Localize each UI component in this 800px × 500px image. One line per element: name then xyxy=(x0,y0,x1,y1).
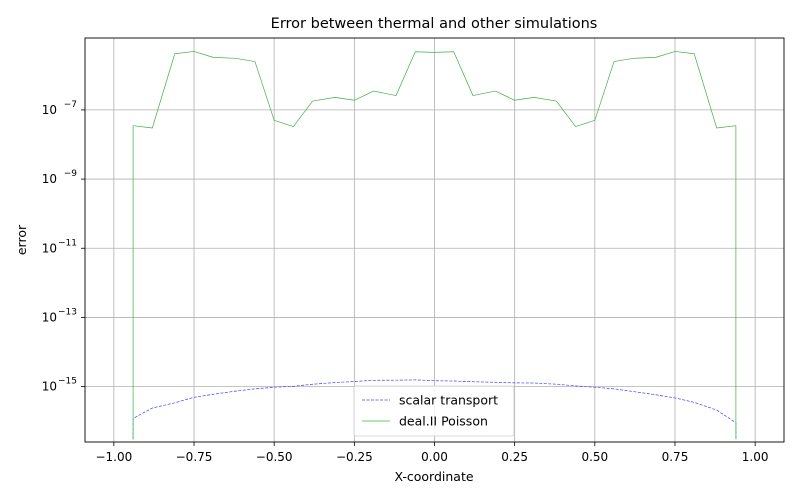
legend-box xyxy=(353,385,515,437)
y-tick-exponent: −13 xyxy=(58,307,77,317)
y-tick-exponent: −7 xyxy=(64,100,77,110)
x-tick-label: 0.25 xyxy=(501,450,528,464)
y-tick-label: 10 xyxy=(42,103,57,117)
x-tick-label: −0.25 xyxy=(336,450,373,464)
series-line-1 xyxy=(132,51,737,440)
chart-title: Error between thermal and other simulati… xyxy=(271,16,598,32)
y-tick-label: 10 xyxy=(42,172,57,186)
x-tick-label: 0.50 xyxy=(581,450,608,464)
y-tick-exponent: −11 xyxy=(58,238,77,248)
plot-area xyxy=(132,51,737,440)
x-tick-label: −0.75 xyxy=(176,450,213,464)
series-line-0 xyxy=(132,379,737,440)
x-axis: −1.00 −0.75 −0.50 −0.25 0.00 0.25 0.50 0.75 1.00 xyxy=(95,442,769,464)
y-tick-label: 10 xyxy=(42,241,57,255)
y-axis-label: error xyxy=(14,224,29,255)
legend: scalar transport deal.II Poisson xyxy=(353,385,515,437)
x-axis-label: X-coordinate xyxy=(394,469,473,484)
y-tick-exponent: −15 xyxy=(58,377,77,387)
x-tick-label: −0.50 xyxy=(256,450,293,464)
y-tick-exponent: −9 xyxy=(64,169,78,179)
series-layer xyxy=(132,51,737,440)
y-tick-label: 10 xyxy=(42,310,57,324)
x-tick-label: −1.00 xyxy=(95,450,132,464)
x-tick-label: 0.75 xyxy=(662,450,689,464)
legend-entry: deal.II Poisson xyxy=(399,414,488,429)
x-tick-label: 1.00 xyxy=(742,450,769,464)
legend-entry: scalar transport xyxy=(399,393,498,408)
x-tick-label: 0.00 xyxy=(421,450,448,464)
y-tick-label: 10 xyxy=(42,380,57,394)
